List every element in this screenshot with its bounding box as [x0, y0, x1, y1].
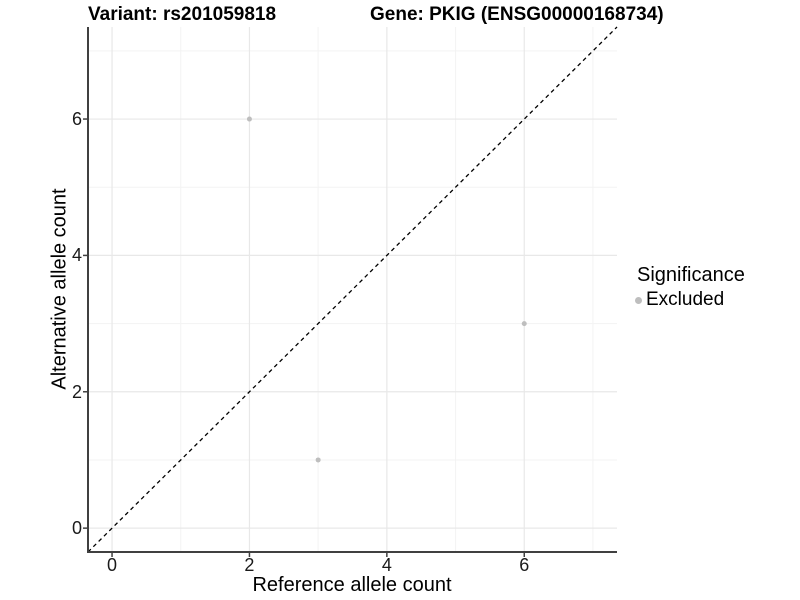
x-tick-label: 0	[107, 555, 118, 575]
identity-line	[87, 26, 618, 553]
plot-title-gene: Gene: PKIG (ENSG00000168734)	[370, 4, 664, 25]
legend-item-excluded: Excluded	[635, 288, 745, 312]
x-axis-label: Reference allele count	[252, 574, 452, 596]
y-axis-label: Alternative allele count	[48, 188, 71, 390]
legend-title: Significance	[637, 264, 745, 286]
data-point	[521, 321, 527, 327]
x-tick-label: 4	[381, 555, 392, 575]
plot-title-variant: Variant: rs201059818	[88, 4, 277, 25]
x-tick-label: 2	[244, 555, 255, 575]
excluded-dot-icon	[635, 296, 642, 304]
y-tick-label: 0	[71, 518, 82, 539]
x-tick-label: 6	[519, 555, 530, 575]
y-tick-label: 2	[71, 381, 82, 402]
data-point	[246, 116, 252, 122]
data-point	[315, 457, 321, 463]
y-tick-label: 6	[71, 109, 82, 130]
legend: Significance Excluded	[635, 263, 745, 312]
legend-item-label: Excluded	[646, 289, 725, 310]
y-tick-label: 4	[71, 245, 82, 266]
